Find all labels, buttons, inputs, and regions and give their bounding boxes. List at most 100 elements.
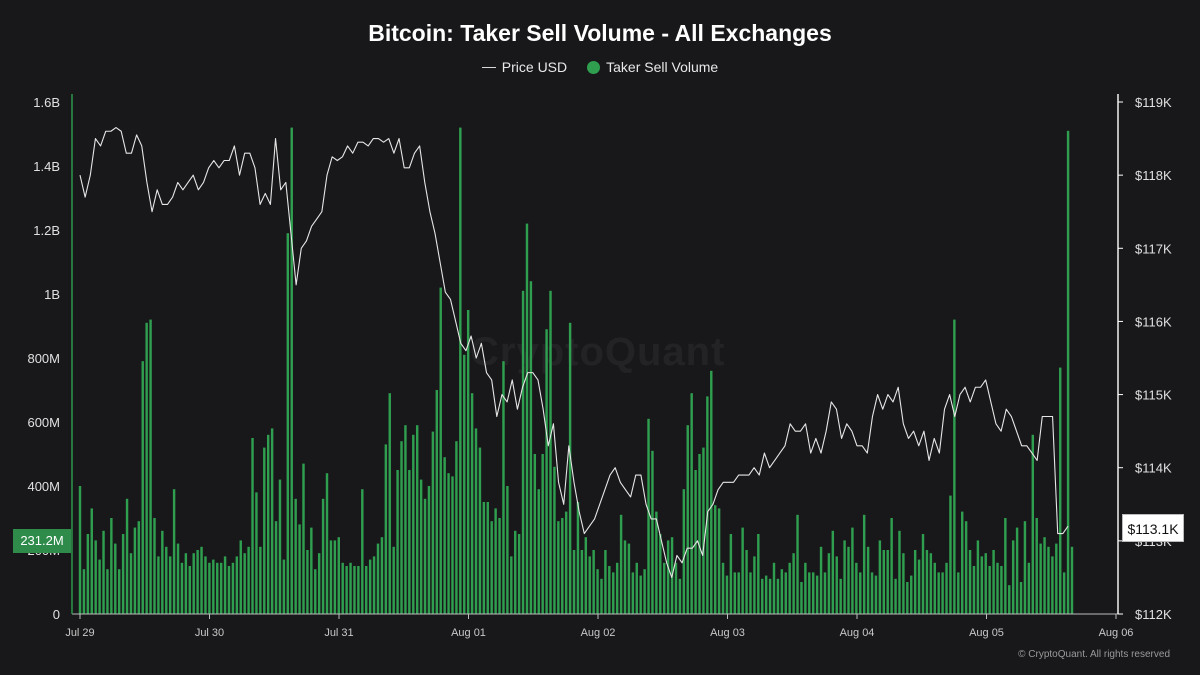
x-tick-label: Jul 31 <box>324 627 353 639</box>
volume-bar <box>608 566 611 614</box>
volume-bar <box>659 534 662 614</box>
volume-bar <box>149 319 152 614</box>
legend-item-volume[interactable]: Taker Sell Volume <box>587 59 718 75</box>
y-right-tick-label: $115K <box>1135 388 1172 403</box>
volume-bar <box>1027 562 1031 614</box>
volume-bar <box>988 566 991 614</box>
volume-bar <box>184 553 188 614</box>
volume-bar <box>133 527 137 614</box>
volume-bar <box>117 569 121 614</box>
volume-bar <box>1019 582 1023 614</box>
volume-bar <box>757 534 760 614</box>
volume-bar <box>851 527 854 614</box>
volume-bar <box>161 530 164 614</box>
volume-bar <box>1035 518 1038 614</box>
volume-bar <box>776 578 780 614</box>
volume-bar <box>717 508 721 614</box>
volume-bar <box>365 566 368 614</box>
volume-bar <box>980 556 984 614</box>
volume-bar <box>996 562 999 614</box>
volume-bar <box>882 550 886 614</box>
volume-bar <box>839 578 842 614</box>
volume-bar <box>886 550 889 614</box>
volume-bar <box>270 428 274 614</box>
volume-bar <box>490 521 493 614</box>
volume-bar <box>494 508 497 614</box>
volume-bar <box>427 486 431 614</box>
volume-bar <box>1055 543 1058 614</box>
volume-bar <box>721 562 725 614</box>
volume-bar <box>596 569 599 614</box>
volume-bar <box>223 556 227 614</box>
volume-bar <box>619 514 623 614</box>
volume-bar <box>827 553 831 614</box>
volume-bar <box>541 454 544 614</box>
volume-bar <box>129 553 133 614</box>
volume-bar <box>937 572 940 614</box>
volume-bar <box>180 562 184 614</box>
volume-bar <box>368 559 372 614</box>
volume-bar <box>243 553 246 614</box>
volume-bar <box>878 540 882 614</box>
volume-bar <box>141 361 144 614</box>
volume-bar <box>361 489 364 614</box>
volume-bar <box>321 498 325 614</box>
volume-bar <box>588 556 591 614</box>
volume-bar <box>357 566 360 614</box>
volume-bar <box>568 322 572 614</box>
volume-bar <box>204 556 207 614</box>
volume-bar <box>655 511 658 614</box>
volume-bar <box>890 518 893 614</box>
volume-bar <box>337 537 340 614</box>
volume-bar <box>380 537 384 614</box>
y-right-tick-label: $118K <box>1135 168 1172 183</box>
volume-bar <box>976 540 980 614</box>
volume-bar <box>1047 546 1050 614</box>
volume-bar <box>247 546 250 614</box>
volume-bar <box>408 470 411 614</box>
x-tick-label: Aug 06 <box>1099 627 1134 639</box>
volume-bar <box>251 438 254 614</box>
volume-bar <box>333 540 337 614</box>
volume-bar <box>690 393 693 614</box>
volume-bar <box>165 546 168 614</box>
volume-bar <box>933 562 936 614</box>
y-left-tick-label: 600M <box>27 415 60 430</box>
volume-bar <box>686 425 689 614</box>
legend-dot-icon <box>587 60 601 74</box>
volume-bar <box>615 562 619 614</box>
legend-item-price[interactable]: Price USD <box>481 59 567 75</box>
volume-bar <box>859 572 862 614</box>
volume-bar <box>341 562 344 614</box>
volume-bar <box>412 434 415 614</box>
volume-bar <box>282 559 286 614</box>
x-tick-label: Jul 30 <box>195 627 224 639</box>
volume-bar <box>145 322 148 614</box>
x-tick-label: Aug 05 <box>969 627 1004 639</box>
volume-bar <box>733 572 737 614</box>
volume-bar <box>314 569 317 614</box>
volume-bar <box>310 527 313 614</box>
volume-bar <box>153 518 156 614</box>
x-tick-label: Aug 04 <box>840 627 875 639</box>
volume-bar <box>647 418 650 614</box>
volume-bar <box>388 393 391 614</box>
volume-bar <box>788 562 791 614</box>
volume-bar <box>435 390 439 614</box>
volume-bar <box>972 566 976 614</box>
y-right-tick-label: $112K <box>1135 607 1172 622</box>
volume-bar <box>768 578 772 614</box>
y-right-tick-label: $117K <box>1135 241 1172 256</box>
volume-bar <box>349 562 352 614</box>
volume-bar <box>478 447 482 614</box>
volume-bar <box>815 575 819 614</box>
copyright-text: © CryptoQuant. All rights reserved <box>1018 649 1170 660</box>
volume-bar <box>929 553 933 614</box>
volume-bar <box>572 550 576 614</box>
volume-bar <box>278 479 282 614</box>
volume-bar <box>584 537 588 614</box>
volume-bar <box>263 447 266 614</box>
volume-bar <box>396 470 399 614</box>
volume-bar <box>1015 527 1019 614</box>
volume-bar <box>510 556 513 614</box>
